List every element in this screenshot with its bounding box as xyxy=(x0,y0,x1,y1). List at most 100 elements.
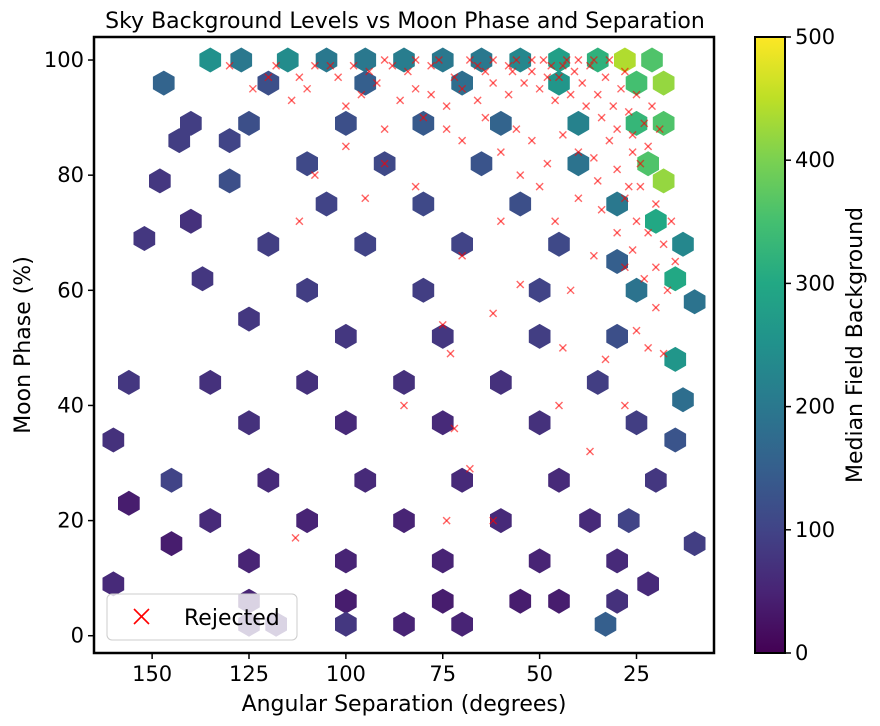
hex-cell xyxy=(118,490,140,516)
rejected-point xyxy=(458,84,467,93)
hex-cell xyxy=(548,467,570,493)
hex-cell xyxy=(296,508,318,534)
hex-cell xyxy=(625,277,648,303)
hex-cell xyxy=(412,110,435,136)
rejected-point xyxy=(651,263,660,272)
hex-cell xyxy=(257,467,280,493)
rejected-point xyxy=(671,257,680,266)
rejected-point xyxy=(527,67,536,76)
rejected-point xyxy=(512,56,521,65)
rejected-point xyxy=(458,136,467,145)
rejected-point xyxy=(651,199,660,208)
rejected-point xyxy=(558,61,567,70)
rejected-point xyxy=(620,67,629,76)
legend-marker-x xyxy=(133,608,150,625)
rejected-point xyxy=(644,343,653,352)
hex-cell xyxy=(238,306,260,332)
x-tick-label: 125 xyxy=(229,662,269,686)
x-axis-ticks: 150 125 100 75 50 25 xyxy=(132,653,650,686)
rejected-point xyxy=(438,320,447,329)
rejected-point xyxy=(458,251,467,260)
colorbar-tick-label: 100 xyxy=(795,518,835,542)
rejected-point xyxy=(659,240,668,249)
hex-cell xyxy=(160,531,183,557)
chart-title: Sky Background Levels vs Moon Phase and … xyxy=(105,9,705,34)
rejected-point xyxy=(589,153,598,162)
hex-cell xyxy=(548,47,570,73)
colorbar-ticks: 0 100 200 300 400 500 xyxy=(785,25,835,665)
rejected-point xyxy=(551,217,560,226)
hex-cell xyxy=(490,508,512,534)
x-tick-label: 100 xyxy=(326,662,366,686)
hex-cell xyxy=(152,70,175,96)
rejected-point xyxy=(508,67,517,76)
rejected-point xyxy=(396,96,405,105)
rejected-point xyxy=(628,246,637,255)
hex-cell xyxy=(431,410,454,436)
rejected-point xyxy=(400,401,408,410)
rejected-point xyxy=(558,130,567,139)
rejected-point xyxy=(624,182,633,191)
rejected-point xyxy=(341,142,350,151)
rejected-point xyxy=(558,343,567,352)
rejected-point xyxy=(644,142,653,151)
rejected-point xyxy=(574,56,583,65)
rejected-point xyxy=(272,61,281,70)
hex-cell xyxy=(548,588,570,614)
hex-cell xyxy=(625,410,648,436)
hex-cell xyxy=(296,277,318,303)
rejected-point xyxy=(632,326,641,335)
rejected-point xyxy=(520,79,529,88)
rejected-point xyxy=(473,96,482,105)
rejected-point xyxy=(310,171,319,180)
rejected-point xyxy=(310,61,319,70)
hex-cell xyxy=(652,70,675,96)
hex-cell xyxy=(606,249,628,274)
rejected-point xyxy=(613,165,622,174)
rejected-point xyxy=(357,90,366,99)
rejected-point xyxy=(636,182,645,191)
rejected-point xyxy=(648,102,656,111)
hex-cell xyxy=(594,611,617,637)
colorbar-label: Median Field Background xyxy=(843,207,868,483)
rejected-point xyxy=(334,73,343,82)
colorbar-tick-label: 0 xyxy=(795,641,808,665)
rejected-point xyxy=(589,251,598,260)
y-tick-label: 20 xyxy=(57,509,84,533)
rejected-point xyxy=(465,464,474,473)
hex-cell xyxy=(412,277,435,303)
rejected-point xyxy=(287,96,296,105)
hex-cell xyxy=(645,467,667,493)
hex-cell xyxy=(199,369,222,395)
hex-cell xyxy=(548,231,570,257)
rejected-point xyxy=(442,516,451,525)
hex-cell xyxy=(567,110,590,136)
hex-cell xyxy=(528,548,551,574)
hex-cell xyxy=(641,47,663,73)
hex-cell xyxy=(586,47,609,73)
rejected-point xyxy=(601,73,610,82)
rejected-point xyxy=(586,61,594,70)
hex-cell xyxy=(315,191,338,217)
rejected-point xyxy=(264,73,273,82)
rejected-point xyxy=(341,102,350,111)
rejected-point xyxy=(617,84,625,93)
colorbar-tick-label: 200 xyxy=(795,395,835,419)
rejected-point xyxy=(574,194,583,203)
y-tick-label: 60 xyxy=(57,278,84,302)
hex-cell xyxy=(528,277,551,303)
hex-cell xyxy=(606,548,628,574)
rejected-point xyxy=(640,274,649,283)
rejected-point xyxy=(539,56,548,65)
y-axis-label: Moon Phase (%) xyxy=(11,256,36,434)
rejected-point xyxy=(427,61,436,70)
hex-cell xyxy=(191,266,214,292)
rejected-point xyxy=(403,67,412,76)
hex-cell xyxy=(567,151,590,177)
rejected-point xyxy=(527,136,536,145)
hex-cell xyxy=(133,226,156,251)
rejected-point xyxy=(543,73,552,82)
hex-cell xyxy=(199,47,222,73)
rejected-point xyxy=(555,73,563,82)
